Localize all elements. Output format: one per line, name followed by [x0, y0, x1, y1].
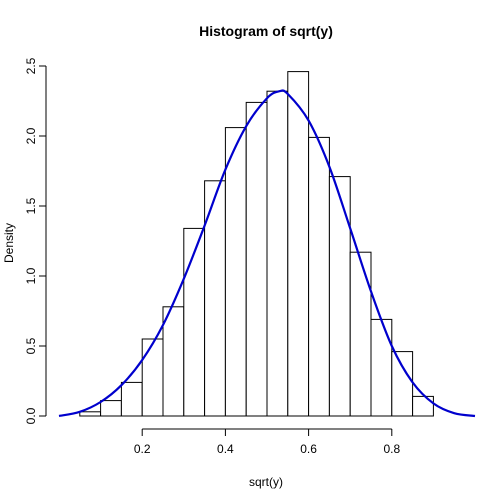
y-tick-label: 0.0	[24, 407, 38, 424]
x-tick-label: 0.6	[300, 442, 317, 456]
histogram-bar	[141, 338, 164, 417]
y-tick-label: 0.5	[24, 337, 38, 354]
x-tick-label: 0.8	[383, 442, 400, 456]
density-curve	[58, 89, 476, 418]
x-axis-label: sqrt(y)	[249, 475, 283, 489]
histogram-bar	[412, 395, 434, 417]
histogram-bar	[266, 90, 289, 417]
histogram-bar	[308, 136, 330, 417]
histogram-bar	[100, 400, 122, 417]
y-tick-label: 1.0	[24, 267, 38, 284]
y-tick-label: 1.5	[24, 197, 38, 214]
histogram-bar	[79, 411, 102, 417]
y-axis: 0.0 0.5 1.0 1.5 2.0 2.5	[24, 57, 47, 424]
histogram-bar	[120, 381, 143, 417]
y-tick-label: 2.0	[24, 127, 38, 144]
x-tick-label: 0.4	[217, 442, 234, 456]
histogram-bar	[287, 71, 310, 417]
histogram-bar	[224, 127, 247, 417]
bars-group	[79, 71, 434, 417]
y-tick-label: 2.5	[24, 57, 38, 74]
histogram-bar	[162, 306, 185, 417]
histogram-bar	[328, 176, 351, 417]
x-tick-label: 0.2	[134, 442, 151, 456]
histogram-bar	[349, 251, 372, 417]
histogram-bar	[183, 227, 206, 417]
histogram-bar	[245, 101, 268, 417]
y-axis-label: Density	[2, 223, 16, 263]
chart-title: Histogram of sqrt(y)	[199, 23, 333, 39]
histogram-bar	[391, 351, 414, 417]
x-axis: 0.2 0.4 0.6 0.8	[134, 428, 400, 456]
histogram-bar	[370, 318, 393, 417]
